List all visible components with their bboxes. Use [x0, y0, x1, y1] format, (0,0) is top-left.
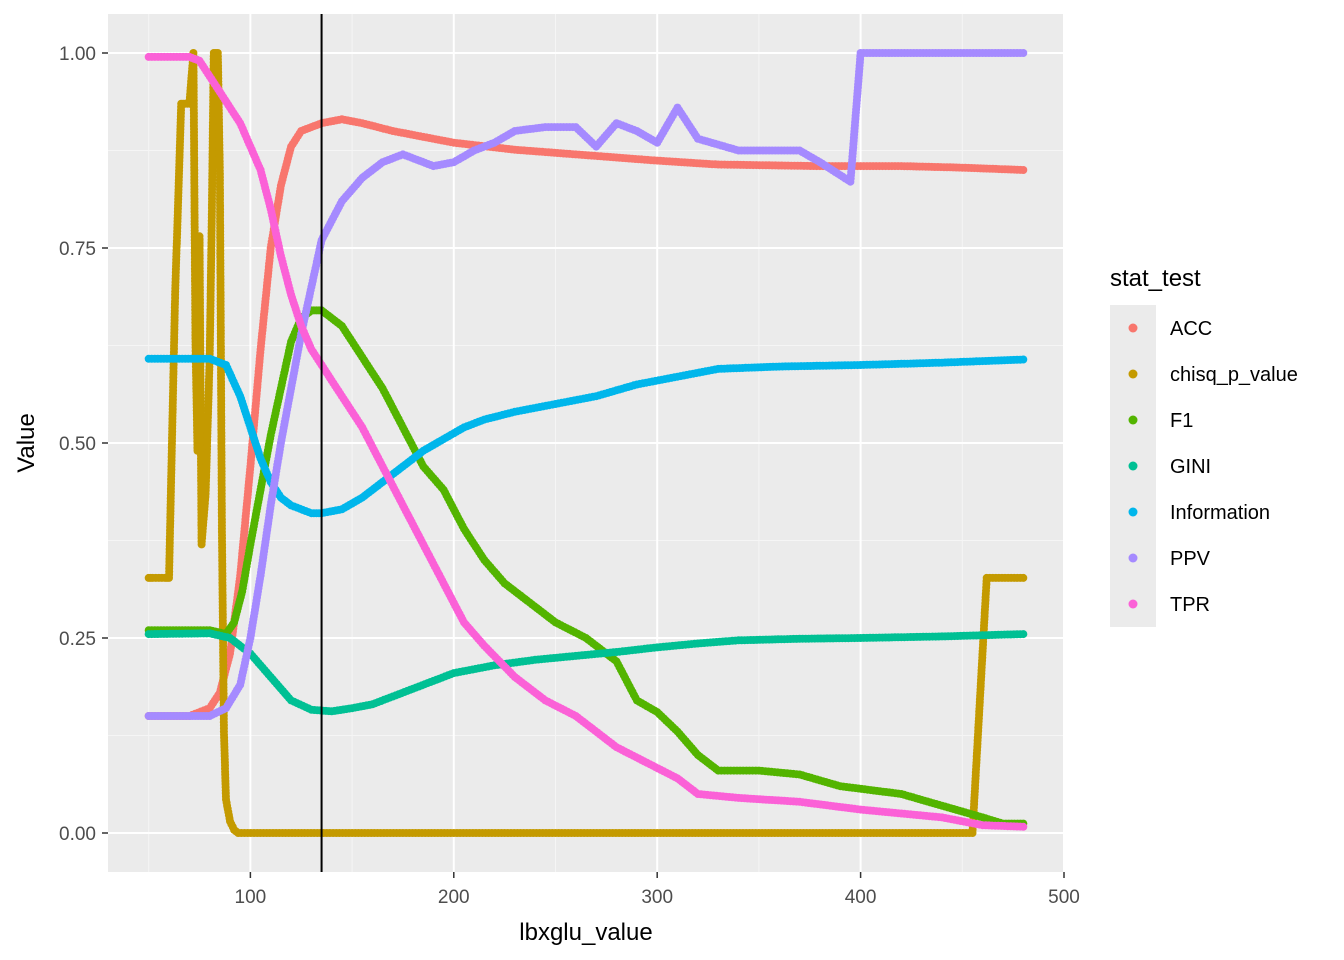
x-tick-label: 100 [235, 887, 267, 908]
legend-key-chisq_p_value [1128, 369, 1138, 379]
y-tick-label: 0.00 [59, 824, 96, 845]
legend-key-F1 [1128, 415, 1138, 425]
legend-items: ACC chisq_p_value F1 GINI Information PPV TPR [1128, 318, 1298, 616]
point-PPV [1019, 49, 1028, 57]
x-axis-title: lbxglu_value [519, 919, 652, 946]
y-axis-title: Value [13, 413, 40, 473]
legend-key-TPR [1128, 599, 1138, 609]
legend-key-PPV [1128, 553, 1138, 563]
y-tick-label: 0.50 [59, 434, 96, 455]
y-tick-label: 1.00 [59, 44, 96, 65]
legend-label: TPR [1170, 594, 1210, 616]
series-GINI [144, 629, 1028, 716]
point-ACC [1019, 166, 1028, 174]
x-axis: 100 200 300 400 500 [235, 872, 1080, 908]
legend-item-GINI: GINI [1128, 456, 1211, 478]
x-tick-label: 500 [1048, 887, 1080, 908]
legend-item-TPR: TPR [1128, 594, 1210, 616]
legend-label: chisq_p_value [1170, 364, 1298, 386]
x-tick-label: 400 [845, 887, 877, 908]
legend-key-ACC [1128, 323, 1138, 333]
legend-label: Information [1170, 502, 1270, 524]
point-GINI [1019, 630, 1028, 639]
legend-item-PPV: PPV [1128, 548, 1211, 570]
points-layer [144, 49, 1028, 837]
legend: stat_test ACC chisq_p_value F1 GINI Informat… [1110, 265, 1298, 627]
legend-label: ACC [1170, 318, 1212, 340]
series-TPR [144, 52, 1028, 831]
point-TPR [1019, 822, 1028, 831]
legend-title: stat_test [1110, 265, 1201, 292]
series-PPV [144, 49, 1028, 720]
legend-label: PPV [1170, 548, 1211, 570]
point-chisq_p_value [1019, 573, 1028, 582]
y-tick-label: 0.25 [59, 629, 96, 650]
legend-label: GINI [1170, 456, 1211, 478]
y-tick-label: 0.75 [59, 239, 96, 260]
legend-item-chisq_p_value: chisq_p_value [1128, 364, 1298, 386]
series-F1 [144, 306, 1028, 828]
legend-key-Information [1128, 507, 1138, 517]
point-Information [1019, 355, 1028, 364]
legend-item-F1: F1 [1128, 410, 1193, 432]
legend-label: F1 [1170, 410, 1193, 432]
y-axis: 0.00 0.25 0.50 0.75 1.00 [59, 44, 108, 845]
legend-key-GINI [1128, 461, 1138, 471]
x-tick-label: 200 [438, 887, 470, 908]
legend-item-ACC: ACC [1128, 318, 1212, 340]
legend-item-Information: Information [1128, 502, 1270, 524]
x-tick-label: 300 [641, 887, 673, 908]
